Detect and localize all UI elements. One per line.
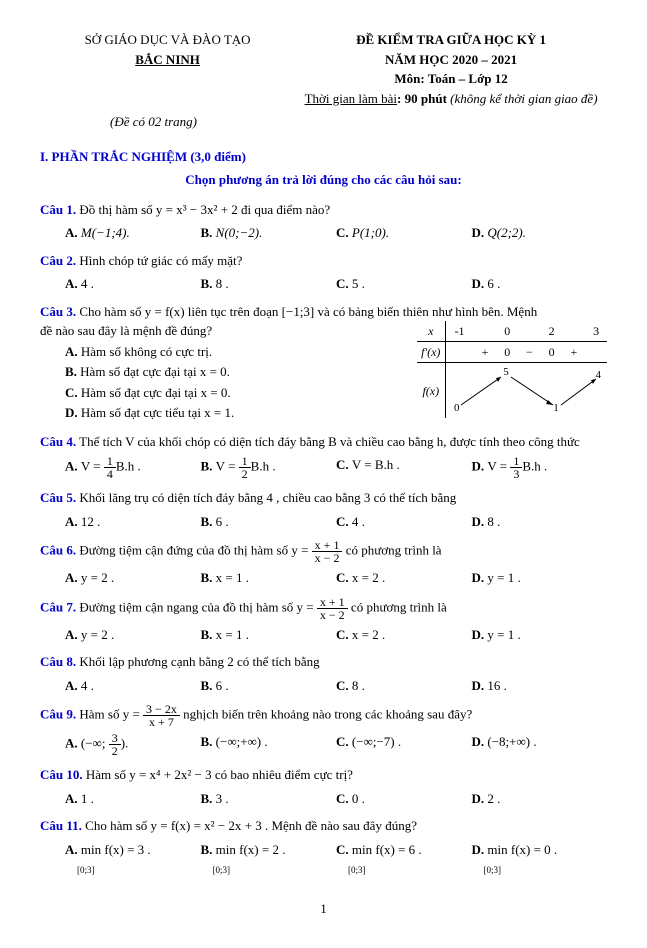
province-line: BẮC NINH xyxy=(40,50,295,70)
question-9: Câu 9. Hàm số y = 3 − 2xx + 7 nghịch biế… xyxy=(40,703,607,757)
q4-a: A. V = 14B.h . xyxy=(65,455,201,480)
q2-c: C. 5 . xyxy=(336,274,472,294)
page-number: 1 xyxy=(40,899,607,919)
q6-b: B. x = 1 . xyxy=(201,568,337,588)
q10-d: D. 2 . xyxy=(472,789,608,809)
time-line: Thời gian làm bài: 90 phút (không kể thờ… xyxy=(295,89,607,109)
svg-text:4: 4 xyxy=(596,369,602,381)
org-line: SỞ GIÁO DỤC VÀ ĐÀO TẠO xyxy=(40,30,295,50)
q11-d: D. min f(x) = 0 .[0;3] xyxy=(472,840,608,879)
question-3: Câu 3. Cho hàm số y = f(x) liên tục trên… xyxy=(40,302,607,424)
q3-c: C. Hàm số đạt cực đại tại x = 0. xyxy=(65,383,417,403)
svg-text:1: 1 xyxy=(554,402,560,413)
instruction: Chọn phương án trả lời đúng cho các câu … xyxy=(40,170,607,190)
question-1: Câu 1. Đồ thị hàm số y = x³ − 3x² + 2 đi… xyxy=(40,200,607,243)
question-11: Câu 11. Cho hàm số y = f(x) = x² − 2x + … xyxy=(40,816,607,879)
q3-a: A. Hàm số không có cực trị. xyxy=(65,342,417,362)
q11-b: B. min f(x) = 2 .[0;3] xyxy=(201,840,337,879)
q10-a: A. 1 . xyxy=(65,789,201,809)
q8-c: C. 8 . xyxy=(336,676,472,696)
q8-a: A. 4 . xyxy=(65,676,201,696)
q1-a: A. M(−1;4). xyxy=(65,223,201,243)
question-8: Câu 8. Khối lập phương cạnh bằng 2 có th… xyxy=(40,652,607,695)
q11-a: A. min f(x) = 3 .[0;3] xyxy=(65,840,201,879)
header-right: ĐỀ KIỂM TRA GIỮA HỌC KỲ 1 NĂM HỌC 2020 –… xyxy=(295,30,607,108)
variation-table: x -1 0 2 3 f′(x) + 0 − 0 + xyxy=(417,321,607,424)
q11-c: C. min f(x) = 6 .[0;3] xyxy=(336,840,472,879)
q9-b: B. (−∞;+∞) . xyxy=(201,732,337,757)
q8-b: B. 6 . xyxy=(201,676,337,696)
q1-d: D. Q(2;2). xyxy=(472,223,608,243)
q6-d: D. y = 1 . xyxy=(472,568,608,588)
question-4: Câu 4. Thể tích V của khối chóp có diện … xyxy=(40,432,607,481)
q1-b: B. N(0;−2). xyxy=(201,223,337,243)
section-title: I. PHẦN TRẮC NGHIỆM (3,0 điểm) xyxy=(40,147,607,167)
q7-a: A. y = 2 . xyxy=(65,625,201,645)
q4-d: D. V = 13B.h . xyxy=(472,455,608,480)
q5-a: A. 12 . xyxy=(65,512,201,532)
subject-line: Môn: Toán – Lớp 12 xyxy=(295,69,607,89)
question-10: Câu 10. Hàm số y = x⁴ + 2x² − 3 có bao n… xyxy=(40,765,607,808)
q3-b: B. Hàm số đạt cực đại tại x = 0. xyxy=(65,362,417,382)
question-5: Câu 5. Khối lăng trụ có diện tích đáy bằ… xyxy=(40,488,607,531)
year-line: NĂM HỌC 2020 – 2021 xyxy=(295,50,607,70)
q6-a: A. y = 2 . xyxy=(65,568,201,588)
variation-curve: 5 4 0 1 xyxy=(446,363,606,413)
question-2: Câu 2. Hình chóp tứ giác có mấy mặt? A. … xyxy=(40,251,607,294)
svg-text:0: 0 xyxy=(454,402,460,413)
q8-d: D. 16 . xyxy=(472,676,608,696)
q5-b: B. 6 . xyxy=(201,512,337,532)
q10-c: C. 0 . xyxy=(336,789,472,809)
q9-c: C. (−∞;−7) . xyxy=(336,732,472,757)
page-count-note: (Đề có 02 trang) xyxy=(110,112,607,132)
q2-d: D. 6 . xyxy=(472,274,608,294)
q9-d: D. (−8;+∞) . xyxy=(472,732,608,757)
q1-c: C. P(1;0). xyxy=(336,223,472,243)
q5-d: D. 8 . xyxy=(472,512,608,532)
q10-b: B. 3 . xyxy=(201,789,337,809)
q7-d: D. y = 1 . xyxy=(472,625,608,645)
q7-b: B. x = 1 . xyxy=(201,625,337,645)
q7-c: C. x = 2 . xyxy=(336,625,472,645)
svg-text:5: 5 xyxy=(504,366,510,378)
q9-a: A. (−∞; 32). xyxy=(65,732,201,757)
exam-title: ĐỀ KIỂM TRA GIỮA HỌC KỲ 1 xyxy=(295,30,607,50)
q4-b: B. V = 12B.h . xyxy=(201,455,337,480)
q3-d: D. Hàm số đạt cực tiểu tại x = 1. xyxy=(65,403,417,423)
q2-a: A. 4 . xyxy=(65,274,201,294)
header-left: SỞ GIÁO DỤC VÀ ĐÀO TẠO BẮC NINH xyxy=(40,30,295,108)
q6-c: C. x = 2 . xyxy=(336,568,472,588)
q5-c: C. 4 . xyxy=(336,512,472,532)
question-6: Câu 6. Đường tiệm cận đứng của đồ thị hà… xyxy=(40,539,607,588)
q2-b: B. 8 . xyxy=(201,274,337,294)
header: SỞ GIÁO DỤC VÀ ĐÀO TẠO BẮC NINH ĐỀ KIỂM … xyxy=(40,30,607,108)
question-7: Câu 7. Đường tiệm cận ngang của đồ thị h… xyxy=(40,596,607,645)
q4-c: C. V = B.h . xyxy=(336,455,472,480)
